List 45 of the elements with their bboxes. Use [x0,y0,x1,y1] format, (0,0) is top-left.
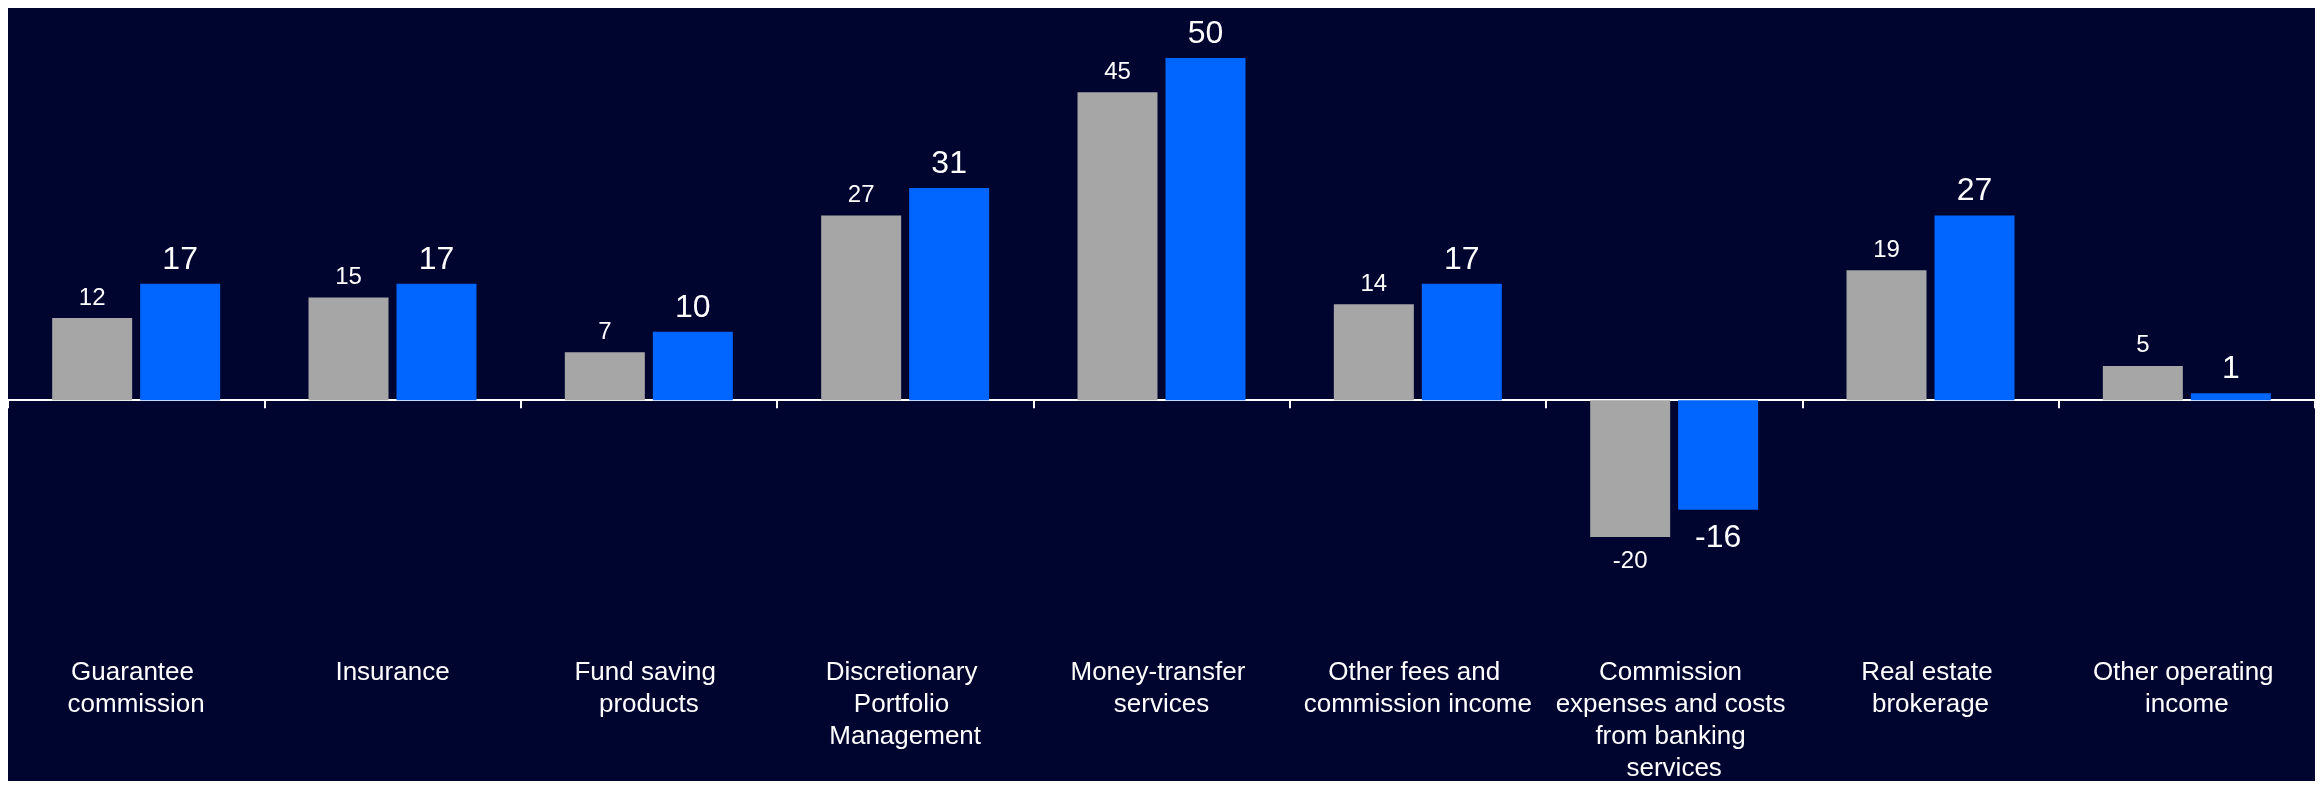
bar [652,331,733,401]
data-label: 27 [847,179,875,207]
x-tick-label: Discretionary Portfolio Management [825,656,985,750]
bar [2102,365,2183,401]
bar [1077,92,1158,401]
data-label: -16 [1695,517,1742,554]
data-label: 15 [335,262,362,289]
data-label: 50 [1187,14,1224,50]
x-tick-label: Insurance [335,656,450,686]
x-tick-label: Other operating income [2092,656,2281,718]
data-label: 31 [931,144,967,181]
bar [52,318,133,401]
bar [140,283,221,401]
bar [1165,58,1246,401]
bar [1421,283,1502,401]
bar [821,215,902,401]
bar [909,188,990,401]
data-label: 1 [2221,349,2240,386]
data-label: 19 [1873,234,1900,262]
bar [396,283,477,401]
data-label: 17 [1444,239,1480,276]
bar [1846,270,1927,401]
data-label: -20 [1612,545,1648,573]
x-tick-label: Money-transfer services [1070,656,1253,718]
bar [564,352,645,401]
data-label: 10 [675,287,711,324]
x-tick-label: Guarantee commission [67,656,205,718]
x-tick-label: Fund saving products [574,656,724,718]
bar [1333,304,1414,401]
bar [308,297,389,401]
data-label: 5 [2136,330,2150,358]
data-label: 17 [418,239,455,276]
bar [1590,400,1671,537]
bar [1678,400,1759,510]
bar [1934,215,2015,401]
x-tick-label: Commission expenses and costs from banking services [1555,656,1793,782]
x-tick-label: Other fees and commission income [1303,656,1532,718]
data-label: 7 [598,316,612,344]
bar [2190,393,2271,401]
data-label: 27 [1956,171,1993,208]
data-label: 17 [162,239,198,276]
data-label: 45 [1104,56,1131,84]
x-tick-label: Real estate brokerage [1861,656,2000,718]
data-label: 14 [1360,268,1388,296]
data-label: 12 [78,282,106,310]
